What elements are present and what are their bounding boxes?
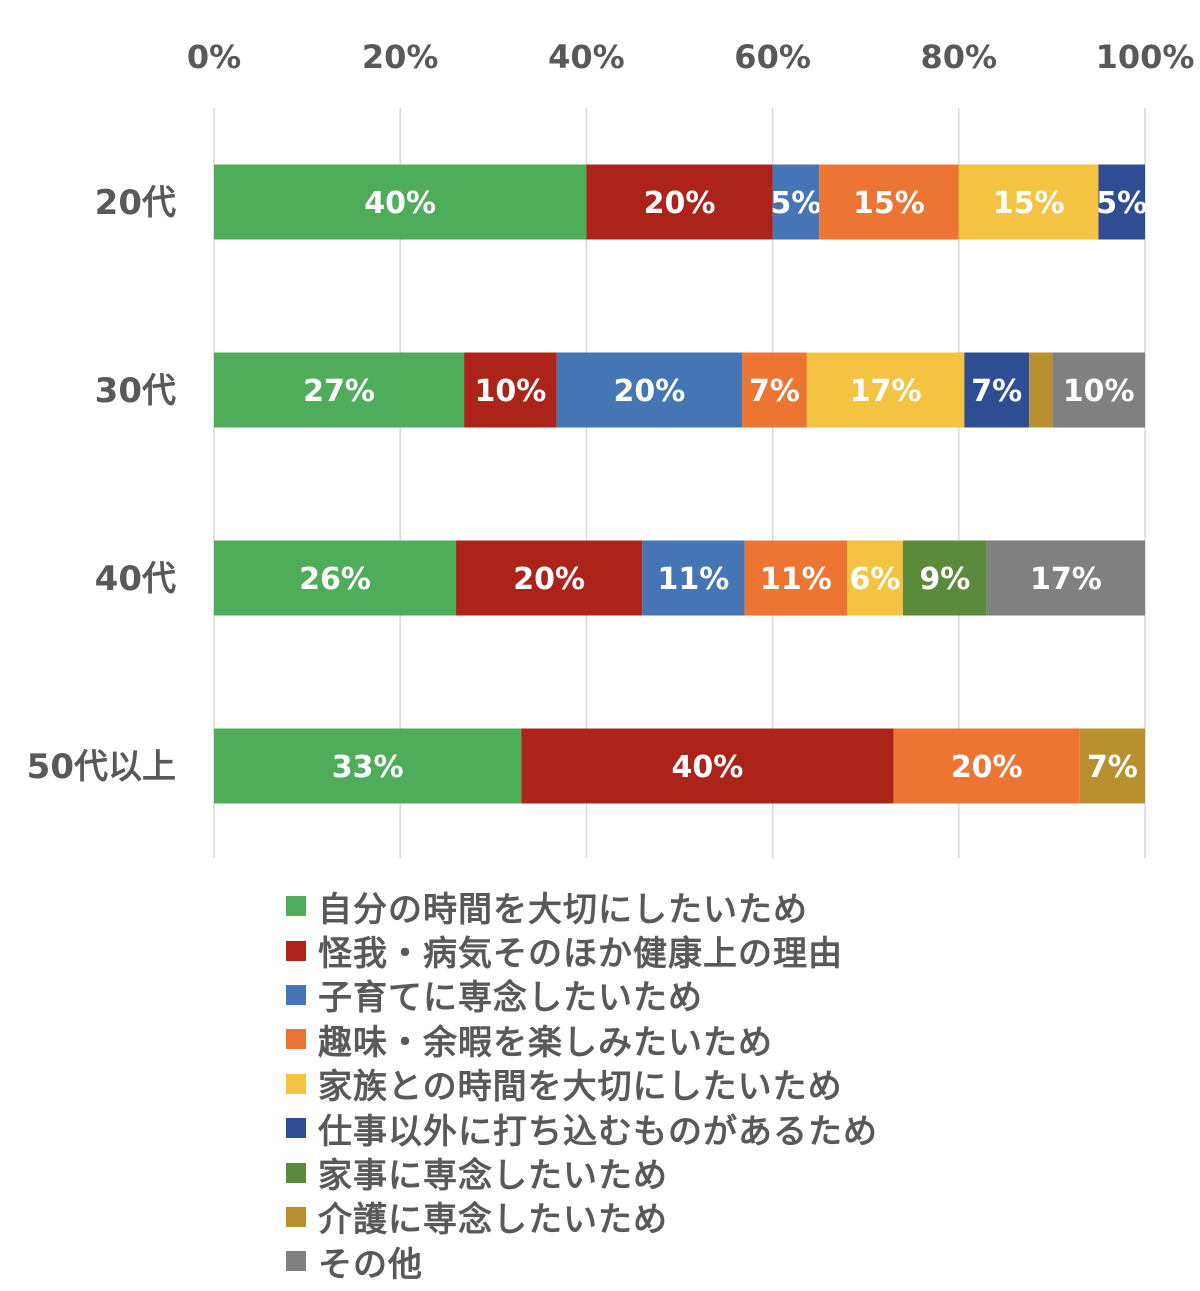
bar-segment bbox=[744, 540, 848, 616]
x-tick-label: 20% bbox=[362, 38, 439, 76]
x-tick-label: 40% bbox=[548, 38, 625, 76]
bar-segment bbox=[1098, 164, 1145, 240]
bar-segment bbox=[1052, 352, 1145, 428]
category-label: 40代 bbox=[95, 559, 176, 599]
x-tick-label: 0% bbox=[187, 38, 241, 76]
legend-item: 怪我・病気そのほか健康上の理由 bbox=[286, 928, 1166, 975]
legend-label: その他 bbox=[318, 1244, 423, 1285]
legend-swatch bbox=[286, 1118, 306, 1139]
bar-segment bbox=[642, 540, 745, 616]
data-label: 5% bbox=[1096, 186, 1147, 221]
data-label: 17% bbox=[850, 374, 922, 409]
legend-swatch bbox=[286, 940, 306, 961]
data-label: 11% bbox=[760, 562, 832, 597]
bar-segment bbox=[586, 164, 773, 240]
data-label: 40% bbox=[364, 186, 436, 221]
bar-segment bbox=[464, 352, 557, 428]
legend-label: 介護に専念したいため bbox=[318, 1200, 668, 1241]
chart-plot: 0% 20% 40% 60% 80% 100% 20代 30代 40代 50代以上 40% 20% 5%… bbox=[27, 38, 1195, 858]
category-label: 20代 bbox=[95, 183, 176, 223]
data-label: 9% bbox=[919, 562, 970, 597]
bar-segment bbox=[902, 540, 987, 616]
legend-label: 仕事以外に打ち込むものがあるため bbox=[318, 1111, 878, 1152]
legend-item: 介護に専念したいため bbox=[286, 1195, 1166, 1241]
chart-legend: 自分の時間を大切にしたいため 怪我・病気そのほか健康上の理由 子育てに専念したいため… bbox=[286, 884, 1166, 1285]
bar-segment bbox=[1029, 352, 1053, 428]
data-label: 20% bbox=[951, 750, 1023, 785]
legend-swatch bbox=[286, 984, 306, 1005]
legend-label: 自分の時間を大切にしたいため bbox=[318, 889, 808, 930]
legend-swatch bbox=[286, 1073, 306, 1094]
bar-segment bbox=[986, 540, 1145, 616]
x-tick-label: 100% bbox=[1096, 38, 1195, 76]
data-label: 7% bbox=[1087, 750, 1138, 785]
bar-segment bbox=[1079, 728, 1145, 804]
data-label: 5% bbox=[770, 186, 821, 221]
data-label: 20% bbox=[613, 374, 685, 409]
legend-label: 子育てに専念したいため bbox=[318, 978, 703, 1019]
bar-segment bbox=[214, 164, 587, 240]
bar-segment bbox=[742, 352, 807, 428]
bar-segment bbox=[964, 352, 1030, 428]
x-tick-label: 80% bbox=[921, 38, 998, 76]
legend-item: 子育てに専念したいため bbox=[286, 973, 1166, 1019]
x-tick-label: 60% bbox=[734, 38, 811, 76]
bar-segment bbox=[893, 728, 1080, 804]
legend-item: 自分の時間を大切にしたいため bbox=[286, 884, 1166, 930]
data-label: 15% bbox=[853, 186, 925, 221]
bar-segment bbox=[772, 164, 820, 240]
data-label: 10% bbox=[475, 374, 547, 409]
category-label: 30代 bbox=[95, 371, 176, 411]
data-label: 40% bbox=[672, 750, 744, 785]
legend-swatch bbox=[286, 1251, 306, 1272]
data-label: 20% bbox=[644, 186, 716, 221]
legend-item: 仕事以外に打ち込むものがあるため bbox=[286, 1106, 1166, 1152]
data-label: 15% bbox=[993, 186, 1065, 221]
legend-label: 怪我・病気そのほか健康上の理由 bbox=[318, 934, 843, 975]
data-label: 27% bbox=[303, 374, 375, 409]
legend-swatch bbox=[286, 1206, 306, 1227]
data-label: 6% bbox=[850, 562, 901, 597]
legend-item: その他 bbox=[286, 1239, 1166, 1285]
bar-segment bbox=[847, 540, 903, 616]
bar-segment bbox=[819, 164, 959, 240]
data-label: 11% bbox=[658, 562, 730, 597]
category-label: 50代以上 bbox=[27, 747, 176, 787]
data-label: 10% bbox=[1063, 374, 1135, 409]
legend-label: 趣味・余暇を楽しみたいため bbox=[318, 1022, 773, 1063]
bar-segment bbox=[214, 728, 522, 804]
legend-swatch bbox=[286, 1162, 306, 1183]
data-label: 20% bbox=[513, 562, 585, 597]
bar-segment bbox=[958, 164, 1099, 240]
legend-item: 家事に専念したいため bbox=[286, 1150, 1166, 1197]
bar-segment bbox=[521, 728, 894, 804]
bar-segment bbox=[806, 352, 965, 428]
legend-swatch bbox=[286, 1029, 306, 1050]
legend-label: 家族との時間を大切にしたいため bbox=[318, 1067, 843, 1108]
data-label: 17% bbox=[1030, 562, 1102, 597]
legend-item: 趣味・余暇を楽しみたいため bbox=[286, 1017, 1166, 1063]
legend-label: 家事に専念したいため bbox=[318, 1156, 668, 1197]
bar-segment bbox=[456, 540, 643, 616]
bar-segment bbox=[214, 540, 457, 616]
data-label: 7% bbox=[749, 374, 800, 409]
bar-segment bbox=[214, 352, 465, 428]
data-label: 7% bbox=[971, 374, 1022, 409]
bar-segment bbox=[556, 352, 743, 428]
data-label: 26% bbox=[299, 562, 371, 597]
legend-swatch bbox=[286, 896, 306, 917]
legend-item: 家族との時間を大切にしたいため bbox=[286, 1062, 1166, 1108]
data-label: 33% bbox=[332, 750, 404, 785]
